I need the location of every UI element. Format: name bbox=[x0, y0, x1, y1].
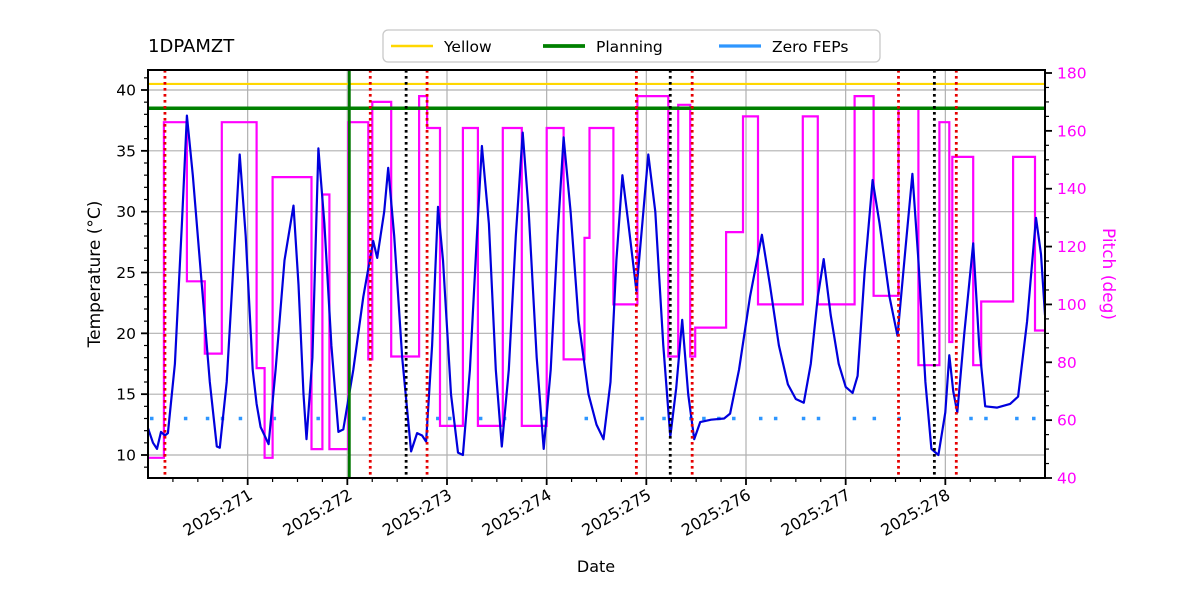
y-right-tick-label: 180 bbox=[1057, 65, 1087, 83]
event-vlines bbox=[163, 70, 958, 478]
pitch-line bbox=[148, 95, 1045, 459]
x-tick-label: 2025:275 bbox=[578, 485, 654, 540]
axis-ticks bbox=[141, 72, 1052, 485]
y-right-tick-label: 40 bbox=[1057, 470, 1077, 488]
y-right-tick-label: 100 bbox=[1057, 296, 1087, 314]
y-left-tick-label: 30 bbox=[116, 203, 136, 221]
legend-item-yellow: Yellow bbox=[391, 38, 492, 56]
y-left-tick-label: 25 bbox=[116, 264, 136, 282]
y-left-tick-label: 15 bbox=[116, 386, 136, 404]
x-tick-label: 2025:272 bbox=[279, 485, 355, 540]
legend-label-zero-feps: Zero FEPs bbox=[772, 38, 848, 56]
y-axis-label-right: Pitch (deg) bbox=[1098, 228, 1118, 320]
x-tick-label: 2025:273 bbox=[379, 485, 455, 540]
x-tick-label: 2025:276 bbox=[678, 485, 754, 540]
y-right-tick-label: 60 bbox=[1057, 412, 1077, 430]
axis-tick-labels: 2025:271 2025:272 2025:273 2025:274 2025:275… bbox=[116, 65, 1086, 540]
temperature-line bbox=[148, 114, 1045, 457]
x-tick-label: 2025:271 bbox=[180, 485, 256, 540]
pitch-series-line bbox=[148, 95, 1045, 459]
x-axis-label: Date bbox=[577, 557, 615, 576]
x-tick-label: 2025:278 bbox=[877, 485, 953, 540]
chart-title: 1DPAMZT bbox=[148, 36, 235, 57]
x-tick-label: 2025:274 bbox=[479, 485, 555, 540]
y-left-tick-label: 10 bbox=[116, 447, 136, 465]
limit-lines bbox=[148, 82, 1045, 111]
y-right-tick-label: 120 bbox=[1057, 238, 1087, 256]
legend-item-planning: Planning bbox=[543, 38, 663, 56]
legend-item-zero-feps: Zero FEPs bbox=[719, 38, 848, 56]
y-left-tick-label: 35 bbox=[116, 142, 136, 160]
legend-box bbox=[382, 29, 881, 63]
y-right-tick-label: 80 bbox=[1057, 354, 1077, 372]
y-axis-label-left: Temperature (°C) bbox=[85, 201, 105, 349]
temperature-series-line bbox=[148, 114, 1045, 457]
y-left-tick-label: 20 bbox=[116, 325, 136, 343]
y-left-tick-label: 40 bbox=[116, 82, 136, 100]
legend: Yellow Planning Zero FEPs bbox=[382, 29, 881, 63]
legend-label-yellow: Yellow bbox=[443, 38, 492, 56]
x-tick-label: 2025:277 bbox=[778, 485, 854, 540]
y-right-tick-label: 140 bbox=[1057, 180, 1087, 198]
legend-label-planning: Planning bbox=[596, 38, 663, 56]
y-right-tick-label: 160 bbox=[1057, 122, 1087, 140]
